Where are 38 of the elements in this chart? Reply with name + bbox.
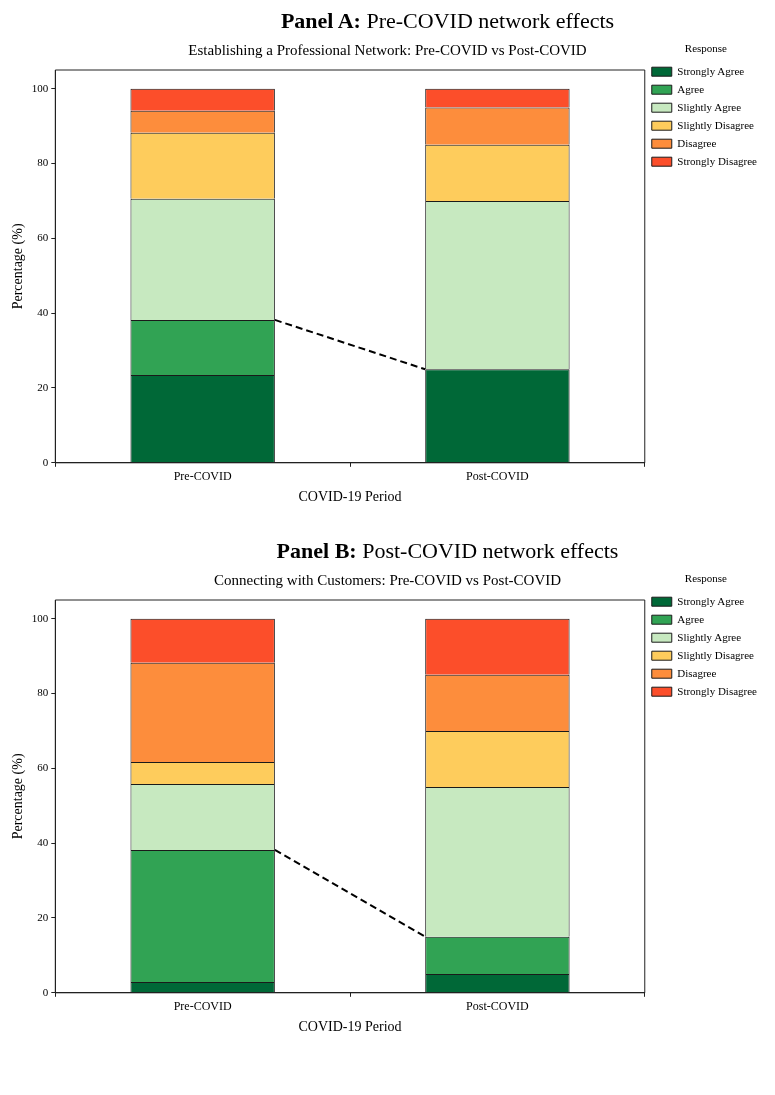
y-tick-label: 0 [42, 985, 49, 998]
y-tick-label: 0 [42, 455, 49, 468]
x-tick-label: Pre-COVID [173, 469, 232, 484]
y-tick-label: 80 [37, 686, 49, 699]
legend-label: Strongly Agree [677, 64, 745, 77]
x-axis-title: COVID-19 Period [298, 489, 402, 505]
legend-label: Disagree [677, 136, 717, 149]
y-tick-label: 20 [37, 380, 49, 393]
legend-title: Response [684, 572, 728, 585]
legend-label: Slightly Disagree [677, 648, 755, 661]
chart-subtitle: Establishing a Professional Network: Pre-COVID vs Post-COVID [188, 41, 587, 58]
y-tick-label: 40 [37, 306, 49, 319]
legend-label: Slightly Disagree [677, 118, 755, 131]
legend-title: Response [684, 42, 728, 55]
y-tick-label: 20 [37, 910, 49, 923]
legend-label: Disagree [677, 666, 717, 679]
chart-title: Panel A: Pre-COVID network effects [280, 8, 615, 33]
y-tick-label: 60 [37, 231, 49, 244]
legend-label: Agree [677, 82, 705, 95]
chart-title: Panel B: Post-COVID network effects [276, 538, 619, 563]
y-tick-label: 60 [37, 761, 49, 774]
x-tick-label: Pre-COVID [173, 999, 232, 1014]
legend-label: Slightly Agree [677, 100, 742, 113]
chart-subtitle: Connecting with Customers: Pre-COVID vs Post-COVID [213, 571, 562, 588]
legend-label: Strongly Disagree [677, 154, 758, 167]
x-axis-title: COVID-19 Period [298, 1019, 402, 1035]
x-tick-label: Post-COVID [466, 999, 530, 1014]
y-axis-title: Percentage (%) [10, 223, 27, 310]
legend-label: Strongly Disagree [677, 684, 758, 697]
x-tick-label: Post-COVID [466, 469, 530, 484]
legend-label: Agree [677, 612, 705, 625]
y-tick-label: 80 [37, 156, 49, 169]
y-tick-label: 40 [37, 836, 49, 849]
y-axis-title: Percentage (%) [10, 753, 27, 840]
y-tick-label: 100 [31, 81, 49, 94]
legend-label: Strongly Agree [677, 594, 745, 607]
y-tick-label: 100 [31, 611, 49, 624]
legend-label: Slightly Agree [677, 630, 742, 643]
